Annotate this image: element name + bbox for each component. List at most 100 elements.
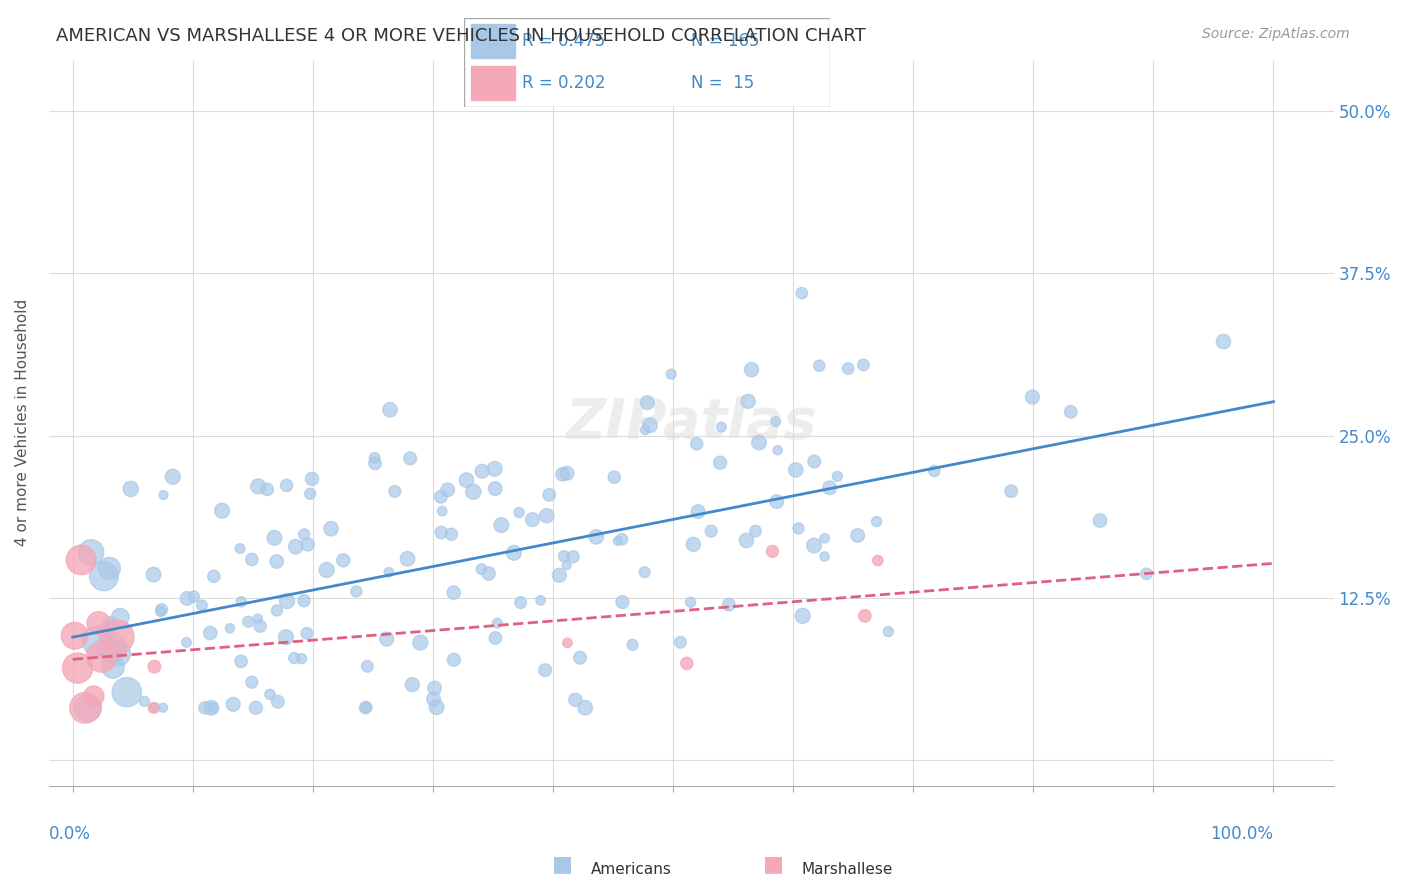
Point [852,358,875,372]
Point [423,681,446,695]
Point [585,530,607,544]
Point [478,566,501,581]
Point [263,531,285,545]
Point [356,659,378,673]
Point [384,484,406,499]
Text: Marshallese: Marshallese [801,863,893,877]
Point [818,481,841,495]
Point [765,415,787,429]
Point [709,456,731,470]
Point [66,661,89,675]
Text: AMERICAN VS MARSHALLESE 4 OR MORE VEHICLES IN HOUSEHOLD CORRELATION CHART: AMERICAN VS MARSHALLESE 4 OR MORE VEHICL… [56,27,866,45]
Point [283,651,305,665]
Point [295,626,318,640]
Point [534,663,557,677]
Point [332,553,354,567]
Point [115,685,138,699]
Point [297,537,319,551]
Point [837,361,859,376]
Point [378,566,401,580]
Text: Source: ZipAtlas.com: Source: ZipAtlas.com [1202,27,1350,41]
Point [463,484,485,499]
Point [686,505,709,519]
Point [808,359,831,373]
Point [456,473,478,487]
Point [740,362,762,376]
Point [574,700,596,714]
Point [636,395,658,409]
Point [63,629,86,643]
Point [152,488,174,502]
Text: N = 165: N = 165 [690,32,759,50]
Point [503,546,526,560]
Point [803,539,825,553]
Point [276,478,298,492]
Point [443,585,465,599]
Point [150,603,173,617]
Point [803,454,825,468]
Point [922,464,945,478]
Point [634,565,657,579]
Point [814,532,837,546]
Point [827,469,849,483]
Point [87,634,110,648]
Point [432,504,454,518]
Point [110,610,132,624]
Y-axis label: 4 or more Vehicles in Household: 4 or more Vehicles in Household [15,299,30,546]
Point [538,488,561,502]
Point [785,463,807,477]
Point [284,540,307,554]
Point [409,635,432,649]
Point [101,660,124,674]
Point [200,626,222,640]
Point [219,621,242,635]
Point [530,593,553,607]
Point [401,678,423,692]
Point [344,584,367,599]
Point [679,595,702,609]
Point [564,693,586,707]
Point [356,700,378,714]
Point [610,533,633,547]
Point [792,608,814,623]
Point [142,700,165,714]
Point [1212,334,1234,349]
Point [378,402,401,417]
Point [363,450,385,465]
Point [211,504,233,518]
Point [553,549,575,564]
Point [256,483,278,497]
Point [396,551,419,566]
Point [100,640,122,655]
Point [659,367,682,381]
Point [240,675,263,690]
Point [176,635,198,649]
Point [240,552,263,566]
Point [1021,390,1043,404]
Point [70,553,93,567]
Point [846,528,869,542]
Point [152,700,174,714]
Point [375,632,398,646]
Point [319,522,342,536]
Point [229,541,252,556]
Point [710,420,733,434]
Point [315,563,337,577]
Point [766,443,789,458]
Point [471,464,494,478]
Point [866,553,889,567]
Point [813,549,835,564]
Point [292,593,315,607]
Bar [471,66,515,100]
Point [1000,484,1022,499]
Point [266,554,288,568]
Point [194,700,217,714]
Point [80,545,103,559]
Point [100,617,122,632]
Point [93,569,115,583]
Point [143,700,166,714]
Point [276,594,298,608]
Point [134,694,156,708]
Point [274,630,297,644]
Point [491,518,513,533]
